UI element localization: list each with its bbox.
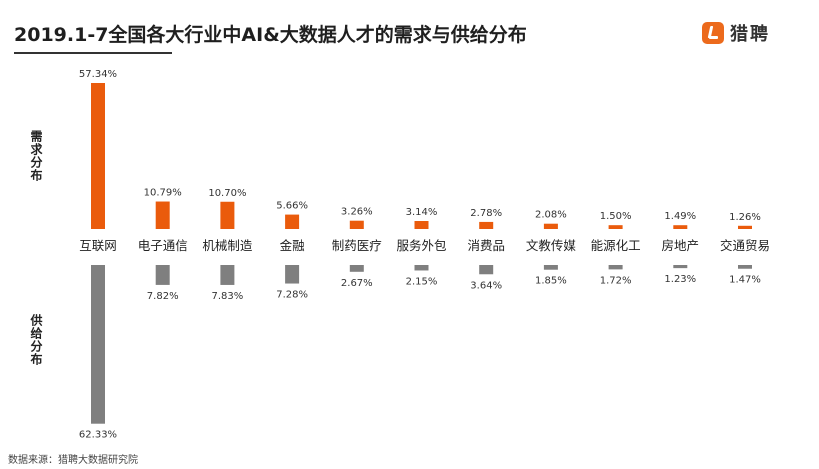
demand-value-label: 1.50% <box>600 211 632 222</box>
demand-value-label: 2.08% <box>535 210 567 221</box>
supply-value-label: 7.82% <box>147 291 179 302</box>
demand-bar <box>155 201 170 229</box>
supply-bar <box>673 265 688 269</box>
category-label: 金融 <box>280 238 306 253</box>
logo-text: 猎聘 <box>730 24 770 45</box>
data-source: 数据来源：猎聘大数据研究院 <box>8 455 138 466</box>
supply-value-label: 2.67% <box>341 278 373 289</box>
category-label: 机械制造 <box>202 238 253 253</box>
supply-value-label: 62.33% <box>79 430 117 441</box>
supply-bar <box>543 265 558 270</box>
category-label: 文教传媒 <box>526 238 577 253</box>
supply-value-label: 1.85% <box>535 276 567 287</box>
category-label: 交通贸易 <box>720 238 770 253</box>
supply-bar <box>285 265 300 284</box>
demand-value-label: 10.70% <box>208 188 246 199</box>
category-label: 电子通信 <box>138 238 188 253</box>
demand-bar <box>349 220 364 229</box>
liepin-logo-icon <box>702 22 724 44</box>
category-label: 能源化工 <box>591 238 641 253</box>
supply-value-label: 7.83% <box>212 291 244 302</box>
supply-value-label: 3.64% <box>470 280 502 291</box>
supply-value-label: 1.47% <box>729 275 761 286</box>
demand-bar <box>479 221 494 229</box>
supply-bar <box>608 265 623 270</box>
demand-bar <box>543 223 558 229</box>
demand-bar <box>608 225 623 229</box>
category-label: 互联网 <box>79 238 117 253</box>
demand-value-label: 3.14% <box>406 207 438 218</box>
demand-bar <box>285 214 300 229</box>
supply-side-label: 供给分布 <box>29 314 43 366</box>
supply-value-label: 2.15% <box>406 276 438 287</box>
chart-title: 2019.1-7全国各大行业中AI&大数据人才的需求与供给分布 <box>14 24 527 46</box>
demand-value-label: 2.78% <box>470 208 502 219</box>
supply-bar <box>738 265 752 269</box>
supply-bar <box>220 265 235 285</box>
demand-value-label: 10.79% <box>144 188 182 199</box>
supply-value-label: 1.23% <box>664 274 696 285</box>
demand-value-label: 1.26% <box>729 212 761 223</box>
liepin-logo: 猎聘 <box>702 20 770 46</box>
category-label: 消费品 <box>467 238 505 253</box>
category-label: 制药医疗 <box>332 238 382 253</box>
category-label: 房地产 <box>662 238 700 253</box>
title-underline <box>14 52 172 54</box>
supply-value-label: 1.72% <box>600 275 632 286</box>
demand-bar <box>91 83 105 229</box>
demand-value-label: 57.34% <box>79 69 117 80</box>
demand-side-label: 需求分布 <box>29 130 43 182</box>
demand-value-label: 5.66% <box>276 201 308 212</box>
demand-bar <box>673 225 688 229</box>
demand-bar <box>414 221 429 229</box>
supply-bar <box>414 265 429 271</box>
demand-value-label: 1.49% <box>664 211 696 222</box>
supply-value-label: 7.28% <box>276 290 308 301</box>
supply-bar <box>91 265 105 424</box>
demand-bar <box>738 225 752 229</box>
demand-bar <box>220 201 235 229</box>
category-label: 服务外包 <box>396 238 446 253</box>
supply-bar <box>155 265 170 285</box>
supply-bar <box>349 265 364 272</box>
supply-bar <box>479 265 494 275</box>
demand-value-label: 3.26% <box>341 207 373 218</box>
